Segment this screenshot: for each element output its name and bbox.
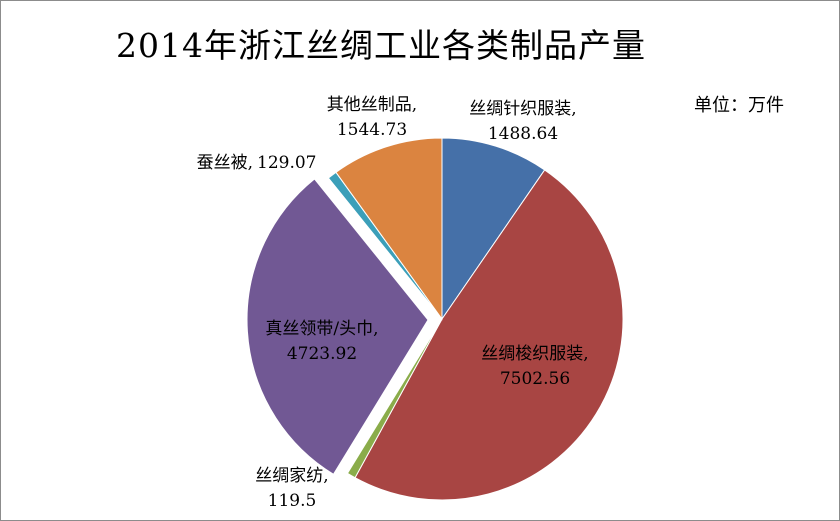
unit-label: 单位：万件 [694,95,784,116]
pie-slice [346,318,443,479]
slice-value-label: 1488.64 [488,124,558,144]
pie-slice [441,137,546,321]
slice-name-label: 丝绸家纺, [255,466,328,486]
chart-title: 2014年浙江丝绸工业各类制品产量 [116,26,646,65]
slice-name-label: 丝绸梭织服装, [481,344,588,364]
slice-name-label: 真丝领带/头巾, [265,319,378,339]
slice-value-label: 7502.56 [500,369,570,389]
slice-value-label: 4723.92 [287,344,357,364]
slice-name-label: 其他丝制品, [327,95,417,115]
slice-value-label: 129.07 [257,153,316,173]
pie-slice [354,169,624,501]
pie-slice [335,137,443,321]
pie-slice [246,178,429,475]
slice-value-label: 119.5 [268,491,317,511]
slice-value-label: 1544.73 [337,120,407,140]
slice-name-label: 丝绸针织服装, [469,99,576,119]
slice-name-label: 蚕丝被, [197,153,253,173]
